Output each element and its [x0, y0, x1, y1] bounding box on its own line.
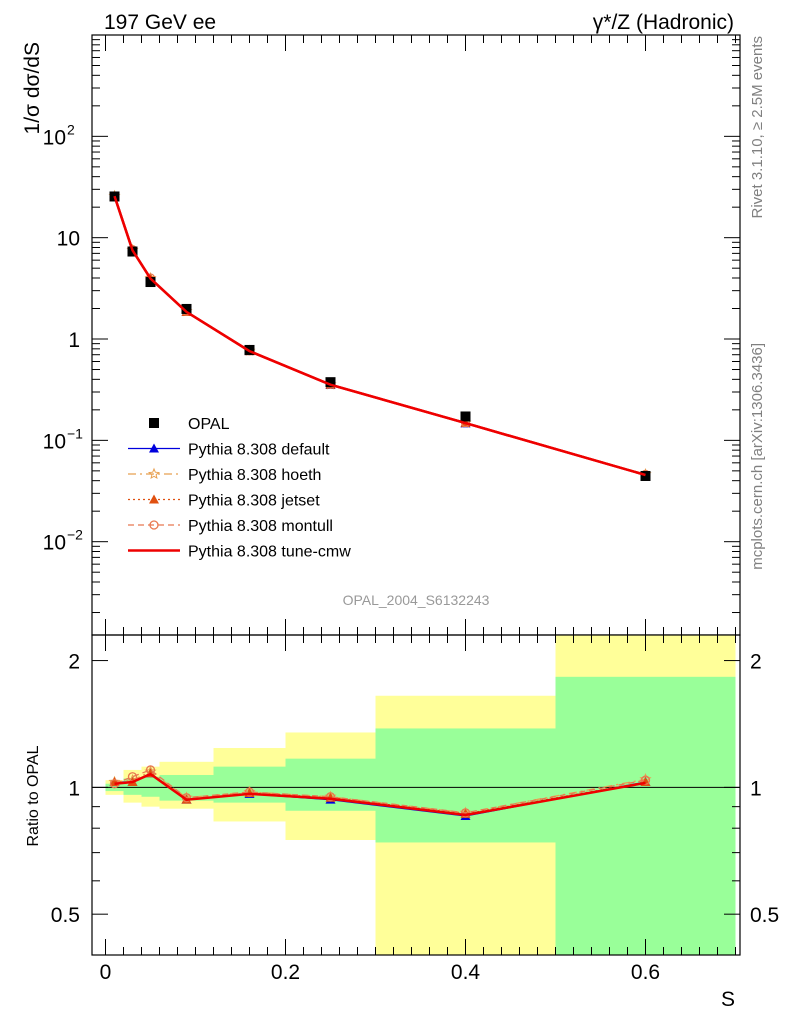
- main-series-lines: [108, 189, 652, 480]
- legend-marker: [149, 418, 159, 428]
- ratio-frame: [91, 634, 741, 956]
- x-tick-label: 0: [100, 961, 112, 984]
- chart-title-left: 197 GeV ee: [104, 11, 216, 34]
- x-axis-label: S: [721, 988, 735, 1011]
- main-data-points: [109, 191, 651, 481]
- opal-data-point: [325, 377, 336, 388]
- rivet-version-label: Rivet 3.1.10, ≥ 2.5M events: [749, 36, 766, 219]
- legend-label: Pythia 8.308 montull: [188, 518, 333, 535]
- ratio-y-axis-label: Ratio to OPAL: [25, 745, 42, 846]
- ratio-inner-band: [141, 776, 160, 797]
- legend-label: OPAL: [188, 416, 230, 433]
- ratio-series-line: [114, 769, 646, 814]
- main-y-tick-label: 1: [68, 329, 80, 352]
- ratio-y-axis: 0.5 0.5 1 1 2 2: [51, 651, 779, 956]
- legend-marker: [149, 443, 159, 453]
- ratio-series-point: [640, 775, 651, 785]
- ratio-inner-band: [555, 676, 736, 955]
- opal-data-point: [640, 470, 651, 481]
- ratio-frame-box: [91, 634, 741, 956]
- main-y-tick-label: 10: [43, 532, 66, 555]
- legend-marker: [149, 520, 159, 530]
- main-y-axis-label: 1/σ dσ/dS: [21, 42, 44, 134]
- analysis-watermark: OPAL_2004_S6132243: [343, 592, 490, 608]
- legend: OPAL Pythia 8.308 default Pythia 8.308 hoe…: [128, 416, 351, 561]
- ratio-y-tick-label-left: 1: [68, 777, 80, 800]
- ratio-inner-band: [375, 728, 556, 843]
- mcplots-label: mcplots.cern.ch [arXiv:1306.3436]: [749, 343, 766, 570]
- x-tick-label: 0.2: [271, 961, 300, 984]
- ratio-series-line: [114, 772, 646, 817]
- main-y-tick-label: 10: [57, 228, 80, 251]
- opal-data-point: [145, 277, 156, 288]
- ratio-series-point: [244, 787, 255, 797]
- ratio-series-point: [325, 792, 336, 802]
- chart-title-right: γ*/Z (Hadronic): [593, 11, 734, 34]
- main-y-tick-exponent: 2: [67, 121, 75, 137]
- x-tick-label: 0.6: [631, 961, 660, 984]
- ratio-y-tick-label-left: 0.5: [51, 904, 80, 927]
- x-tick-label: 0.4: [451, 961, 481, 984]
- opal-data-point: [181, 303, 192, 314]
- ratio-series-lines: [108, 765, 652, 821]
- legend-label: Pythia 8.308 hoeth: [188, 467, 321, 484]
- ratio-y-tick-label-right: 1: [750, 777, 762, 800]
- legend-marker: [149, 494, 159, 504]
- main-y-tick-exponent: −2: [67, 527, 83, 543]
- main-y-tick-label: 10: [43, 430, 66, 453]
- legend-marker: [147, 467, 161, 480]
- legend-label: Pythia 8.308 default: [188, 442, 330, 459]
- legend-label: Pythia 8.308 tune-cmw: [188, 544, 351, 561]
- main-y-tick-exponent: −1: [67, 425, 83, 441]
- main-y-tick-label: 10: [43, 126, 66, 149]
- tune-cmw-line: [113, 195, 646, 477]
- ratio-y-tick-label-left: 2: [68, 651, 80, 674]
- ratio-y-tick-label-right: 0.5: [750, 904, 779, 927]
- legend-label: Pythia 8.308 jetset: [188, 493, 320, 510]
- ratio-x-axis: 0 0.2 0.4 0.6: [100, 635, 736, 984]
- ratio-y-tick-label-right: 2: [750, 651, 762, 674]
- ratio-uncertainty-bands: [92, 635, 740, 955]
- opal-data-point: [460, 411, 471, 422]
- ratio-series-point: [460, 808, 471, 818]
- main-series-line: [113, 195, 646, 477]
